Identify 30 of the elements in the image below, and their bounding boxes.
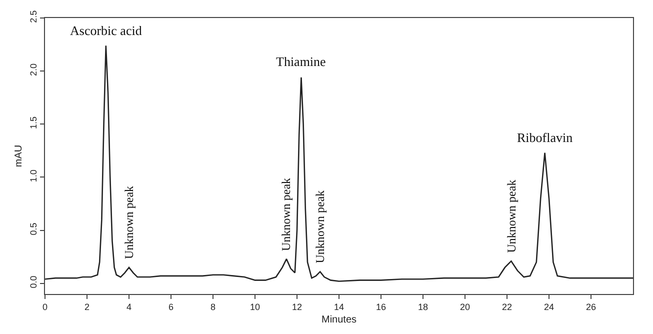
line-series bbox=[45, 44, 633, 282]
y-axis-title: mAU bbox=[13, 144, 24, 168]
x-tick-label: 8 bbox=[210, 302, 216, 312]
x-tick-label: 14 bbox=[334, 302, 344, 312]
x-tick-label: 4 bbox=[126, 302, 132, 312]
annotation: Thiamine bbox=[276, 54, 326, 69]
x-tick-label: 12 bbox=[292, 302, 302, 312]
y-tick-label: 2.0 bbox=[28, 63, 38, 76]
x-tick-label: 26 bbox=[586, 302, 596, 312]
y-tick-label: 2.5 bbox=[28, 10, 38, 23]
x-tick-label: 20 bbox=[460, 302, 470, 312]
annotation: Unknown peak bbox=[312, 190, 327, 264]
y-tick-label: 1.0 bbox=[28, 170, 38, 182]
annotation: Unknown peak bbox=[504, 180, 519, 253]
x-tick-label: 24 bbox=[544, 302, 554, 312]
x-tick-label: 6 bbox=[168, 302, 174, 312]
x-tick-label: 18 bbox=[418, 302, 428, 312]
annotation: Riboflavin bbox=[517, 130, 574, 145]
annotation: Unknown peak bbox=[279, 178, 294, 251]
annotation: Ascorbic acid bbox=[70, 23, 142, 38]
y-tick-label: 0.5 bbox=[28, 222, 38, 236]
y-tick-label: 1.5 bbox=[28, 116, 38, 130]
x-tick-label: 10 bbox=[250, 302, 260, 312]
x-tick-label: 0 bbox=[42, 302, 48, 312]
annotation: Unknown peak bbox=[122, 186, 136, 259]
y-tick-label: 0.0 bbox=[28, 276, 38, 288]
x-tick-label: 16 bbox=[376, 302, 386, 312]
x-tick-label: 2 bbox=[84, 302, 90, 312]
x-axis-title: Minutes bbox=[321, 314, 357, 326]
x-tick-label: 22 bbox=[502, 302, 512, 312]
